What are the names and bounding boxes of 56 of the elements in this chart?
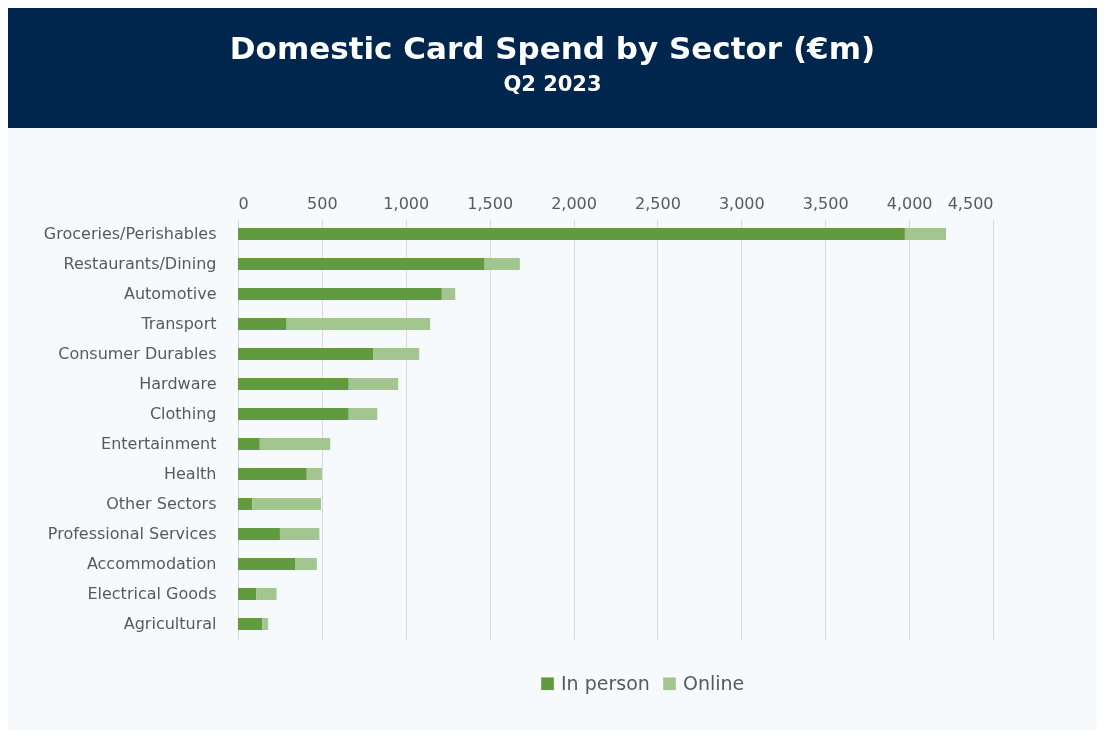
bar [238,468,307,480]
x-tick-label: 4,500 [947,193,994,213]
bar [238,288,442,300]
y-tick-label: Entertainment [101,434,217,453]
y-tick-label: Hardware [139,374,217,393]
y-tick-label: Other Sectors [106,494,217,513]
bar [256,588,277,600]
x-tick-label: 1,000 [383,193,430,213]
bar [238,258,485,270]
legend-label: In person [561,671,650,694]
bar [306,468,322,480]
y-tick-label: Professional Services [47,524,217,543]
y-tick-label: Groceries/Perishables [43,224,217,243]
bar [238,498,253,510]
bar [238,438,260,450]
bar [348,408,378,420]
bar [348,378,399,390]
legend-label: Online [683,671,745,694]
y-tick-label: Health [163,464,217,483]
y-tick-label: Restaurants/Dining [63,254,217,273]
y-tick-label: Clothing [149,404,217,423]
x-tick-label: 2,000 [551,193,597,213]
y-tick-label: Electrical Goods [87,584,217,603]
y-tick-label: Agricultural [123,614,217,633]
bar [238,528,280,540]
x-tick-label: 3,000 [718,193,765,213]
bar [252,498,322,510]
bar [904,228,947,240]
bar [238,348,374,360]
bar [238,588,257,600]
bar [441,288,456,300]
bar [259,438,331,450]
chart-subtitle: Q2 2023 [502,72,603,96]
y-tick-label: Consumer Durables [58,344,217,363]
bar [238,318,287,330]
x-tick-label: 2,500 [635,193,681,213]
bar [286,318,431,330]
bar [373,348,420,360]
bar [279,528,320,540]
y-tick-label: Transport [140,314,217,333]
bar [238,558,296,570]
bar [484,258,520,270]
x-tick-label: 0 [238,193,249,213]
bar [295,558,317,570]
bar [238,378,349,390]
x-tick-label: 3,500 [802,193,849,213]
x-tick-label: 4,000 [886,193,933,213]
bar [238,228,905,240]
x-tick-label: 1,500 [467,193,514,213]
bar [262,618,269,630]
y-tick-label: Accommodation [86,554,217,573]
y-tick-label: Automotive [123,284,217,303]
chart-title: Domestic Card Spend by Sector (€m) [228,30,877,66]
bar [238,408,349,420]
x-tick-label: 500 [307,193,338,213]
bar [238,618,263,630]
